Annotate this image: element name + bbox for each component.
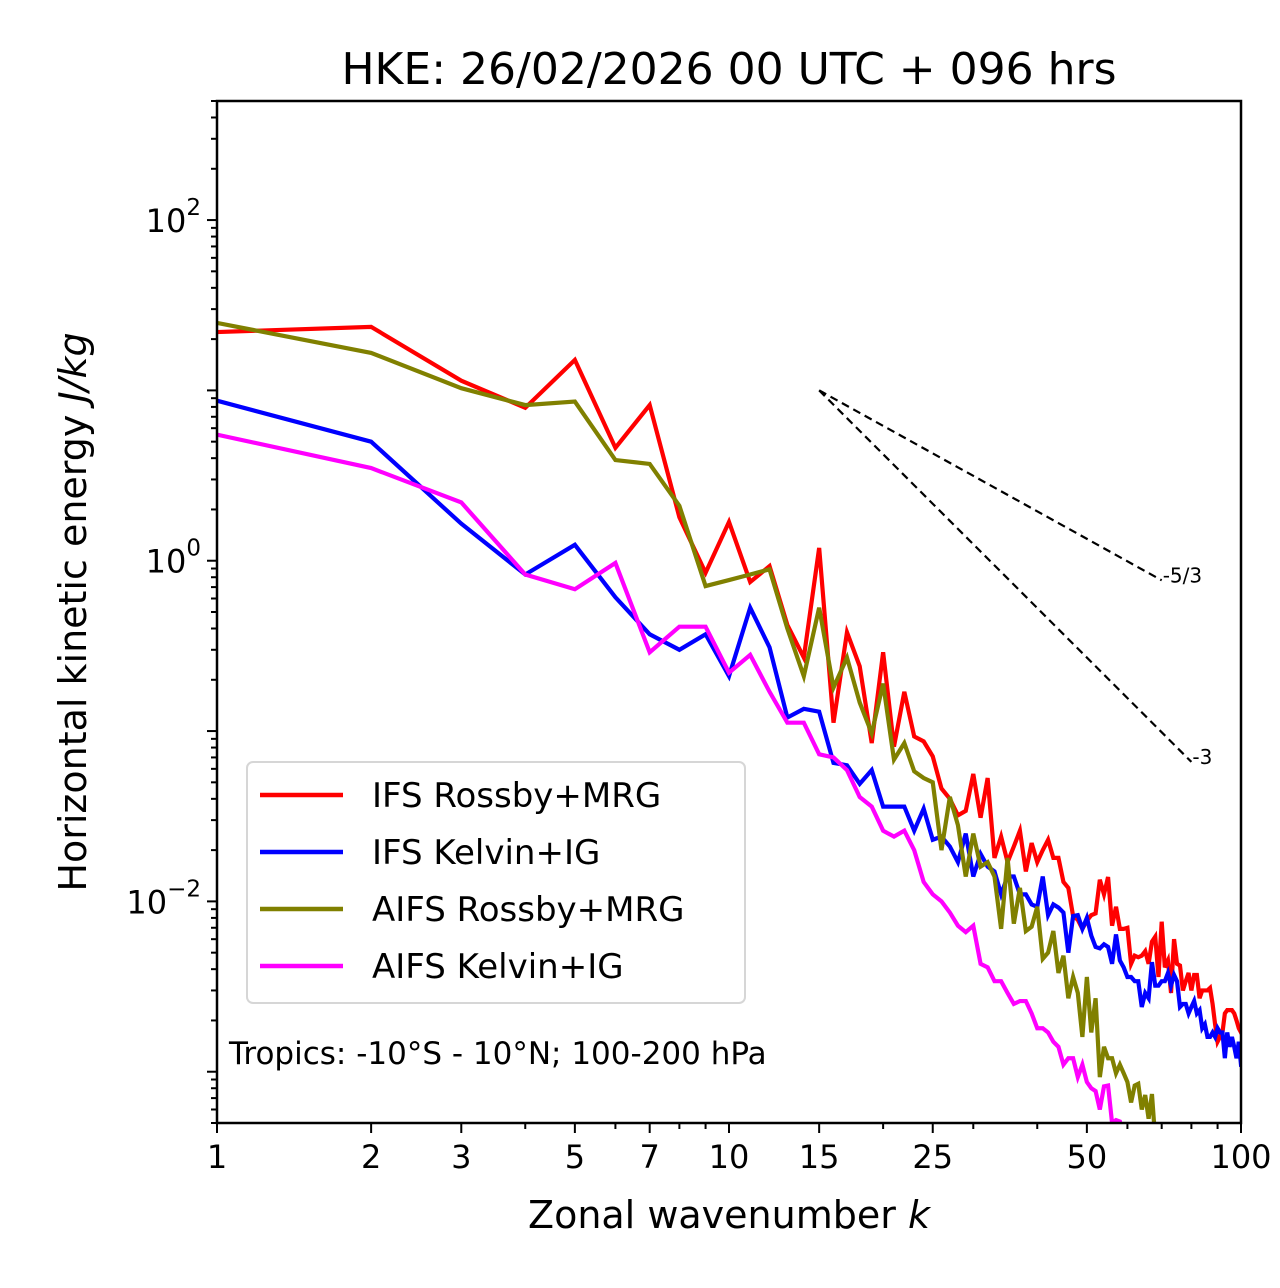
x-axis-label: Zonal wavenumber k bbox=[528, 1193, 932, 1237]
y-tick-base: 10 bbox=[146, 202, 187, 240]
legend-item: IFS Rossby+MRG bbox=[260, 776, 661, 816]
legend-item: AIFS Kelvin+IG bbox=[260, 947, 624, 987]
y-tick-base: 10 bbox=[126, 883, 167, 921]
legend-label: IFS Kelvin+IG bbox=[372, 833, 600, 873]
x-tick-label: 3 bbox=[451, 1138, 471, 1176]
y-axis-label: Horizontal kinetic energy J/kg bbox=[51, 332, 95, 891]
series-group bbox=[217, 320, 1241, 1123]
series-line-ifs-rossby-mrg bbox=[217, 324, 1241, 1049]
x-axis-label-var: k bbox=[908, 1193, 932, 1237]
y-tick-exponent: 0 bbox=[186, 536, 201, 562]
legend-label: IFS Rossby+MRG bbox=[372, 776, 661, 816]
legend: IFS Rossby+MRG IFS Kelvin+IG AIFS Rossby+M… bbox=[246, 761, 746, 1004]
x-tick-label: 25 bbox=[912, 1138, 953, 1176]
reference-slope-lines: -5/3 -3 bbox=[818, 389, 1212, 769]
x-tick-label: 7 bbox=[640, 1138, 660, 1176]
x-tick-label: 100 bbox=[1210, 1138, 1271, 1176]
reference-line-label: -5/3 bbox=[1163, 563, 1202, 587]
x-tick-label: 50 bbox=[1067, 1138, 1108, 1176]
reference-line-slope bbox=[818, 389, 1163, 582]
legend-frame bbox=[246, 761, 746, 1004]
series-line-aifs-kelvin-ig bbox=[217, 432, 1123, 1123]
y-tick-exponent: −2 bbox=[167, 876, 201, 902]
series-line-ifs-kelvin-ig bbox=[217, 398, 1241, 1067]
y-tick-label: 10−2 bbox=[126, 876, 201, 921]
x-tick-label: 10 bbox=[709, 1138, 750, 1176]
y-tick-exponent: 2 bbox=[186, 195, 201, 221]
x-tick-label: 5 bbox=[565, 1138, 585, 1176]
series-line-aifs-rossby-mrg bbox=[217, 320, 1157, 1123]
chart-title: HKE: 26/02/2026 00 UTC + 096 hrs bbox=[341, 44, 1116, 95]
legend-item: AIFS Rossby+MRG bbox=[260, 890, 684, 930]
legend-label: AIFS Rossby+MRG bbox=[372, 890, 684, 930]
plot-area-frame bbox=[215, 99, 1243, 1125]
y-tick-base: 10 bbox=[146, 543, 187, 581]
x-tick-label: 2 bbox=[361, 1138, 381, 1176]
x-tick-label: 1 bbox=[207, 1138, 227, 1176]
reference-line-slope bbox=[818, 389, 1193, 763]
y-tick-label: 100 bbox=[146, 536, 201, 581]
y-axis-label-text: Horizontal kinetic energy bbox=[51, 415, 95, 892]
y-axis-label-units: J/kg bbox=[51, 332, 95, 409]
x-tick-label: 15 bbox=[799, 1138, 840, 1176]
reference-line-label: -3 bbox=[1192, 745, 1212, 769]
legend-item: IFS Kelvin+IG bbox=[260, 833, 600, 873]
y-tick-label: 102 bbox=[146, 195, 201, 240]
region-annotation: Tropics: -10°S - 10°N; 100-200 hPa bbox=[228, 1036, 767, 1072]
legend-label: AIFS Kelvin+IG bbox=[372, 947, 624, 987]
x-axis-label-text: Zonal wavenumber bbox=[528, 1193, 896, 1237]
